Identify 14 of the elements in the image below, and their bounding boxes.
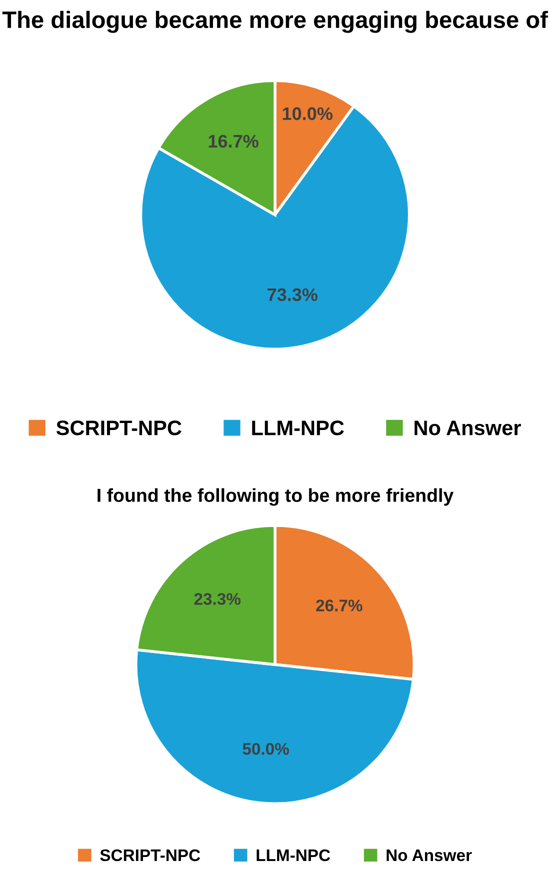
legend-label: No Answer [414, 420, 521, 436]
legend-label: LLM-NPC [252, 420, 344, 436]
legend-label: SCRIPT-NPC [100, 849, 200, 862]
chart-title: I found the following to be more friendly [98, 488, 454, 506]
data-label: 10.0% [282, 107, 332, 120]
data-label: 26.7% [316, 600, 362, 612]
data-label: 23.3% [194, 593, 241, 605]
legend-label: LLM-NPC [256, 849, 330, 862]
legend-label: SCRIPT-NPC [56, 420, 182, 436]
data-label: 50.0% [242, 742, 289, 755]
legend-label: No Answer [386, 850, 472, 862]
chart-title: The dialogue became more engaging because of [2, 10, 548, 33]
data-label: 16.7% [208, 134, 258, 148]
data-label: 73.3% [268, 288, 318, 302]
